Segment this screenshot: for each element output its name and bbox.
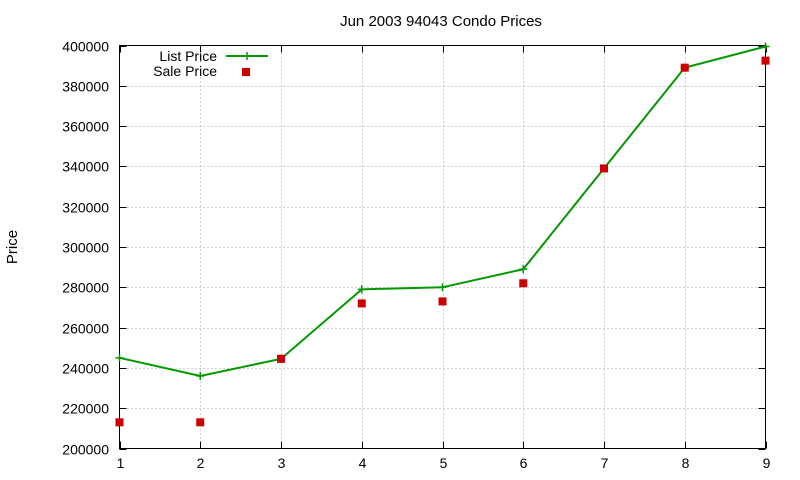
data-point-sale-price xyxy=(680,63,689,72)
grid-layer xyxy=(119,45,766,449)
x-tick-label: 6 xyxy=(520,455,528,471)
data-point-sale-price xyxy=(761,56,770,65)
y-tick-label: 340000 xyxy=(62,159,109,175)
x-tick-label: 8 xyxy=(682,455,690,471)
x-tick-label: 5 xyxy=(440,455,448,471)
data-point-list-price xyxy=(196,371,205,380)
legend-swatch-sale-price-marker xyxy=(242,68,250,76)
x-tick-label: 4 xyxy=(359,455,367,471)
legend-swatch-list-price-marker xyxy=(243,52,251,60)
data-point-sale-price xyxy=(438,297,447,306)
y-tick-label: 260000 xyxy=(62,321,109,337)
legend: List Price Sale Price xyxy=(153,48,268,79)
y-tick-label: 380000 xyxy=(62,79,109,95)
y-tick-label: 300000 xyxy=(62,240,109,256)
data-point-sale-price xyxy=(600,164,608,173)
data-point-sale-price xyxy=(277,354,285,363)
y-tick-label: 200000 xyxy=(62,442,109,458)
data-point-sale-price xyxy=(357,299,366,308)
series-layer xyxy=(115,42,770,427)
data-point-sale-price xyxy=(519,279,528,288)
data-point-list-price xyxy=(115,353,124,362)
data-point-list-price xyxy=(519,265,528,274)
x-tick-label: 9 xyxy=(763,455,771,471)
series-list-price xyxy=(115,42,770,380)
data-point-sale-price xyxy=(196,418,205,427)
legend-label-sale-price: Sale Price xyxy=(153,63,217,79)
data-point-list-price xyxy=(761,42,770,51)
x-tick-label: 1 xyxy=(117,455,125,471)
y-tick-label: 320000 xyxy=(62,200,109,216)
series-line-list-price xyxy=(119,45,766,377)
data-point-sale-price xyxy=(115,418,124,427)
data-point-list-price xyxy=(357,285,366,294)
x-tick-label: 2 xyxy=(197,455,205,471)
y-tick-label: 220000 xyxy=(62,401,109,417)
y-tick-label: 280000 xyxy=(62,280,109,296)
data-point-list-price xyxy=(438,283,447,292)
x-tick-label: 3 xyxy=(278,455,286,471)
y-axis-label: Price xyxy=(4,230,21,264)
y-tick-label: 360000 xyxy=(62,119,109,135)
legend-label-list-price: List Price xyxy=(159,48,217,64)
y-tick-label: 240000 xyxy=(62,361,109,377)
chart-title: Jun 2003 94043 Condo Prices xyxy=(340,13,542,30)
y-tick-label: 400000 xyxy=(62,39,109,55)
legend-swatches xyxy=(226,52,268,76)
series-sale-price xyxy=(115,56,770,427)
x-tick-label: 7 xyxy=(601,455,609,471)
tick-layer: 200000 220000 240000 260000 280000 300000 3200… xyxy=(62,39,770,472)
